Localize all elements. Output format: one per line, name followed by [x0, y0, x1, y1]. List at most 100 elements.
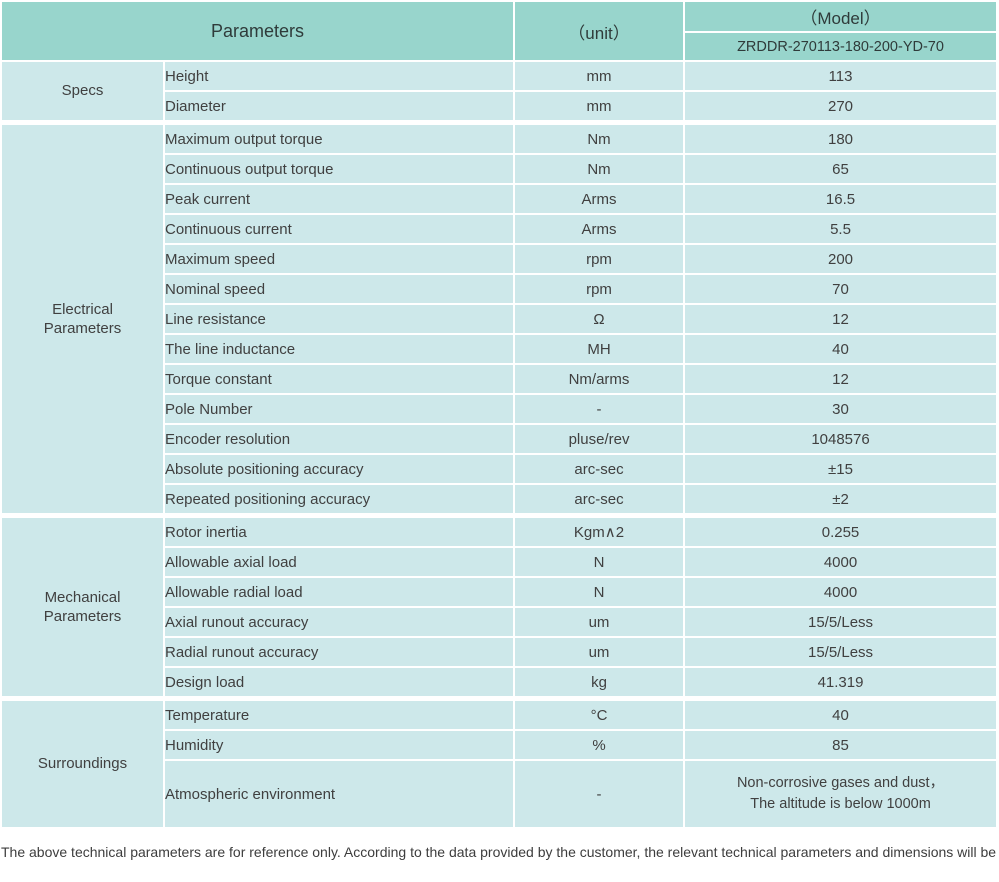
value-cell: 270	[683, 90, 999, 124]
unit-cell: mm	[513, 60, 686, 92]
table-row: Pole Number - 30	[1, 393, 999, 425]
table-header: Parameters （unit） （Model） ZRDDR-270113-1…	[0, 0, 999, 62]
param-name-cell: Height	[162, 60, 516, 92]
value-cell: 1048576	[683, 423, 999, 455]
table-row: Radial runout accuracy um 15/5/Less	[1, 636, 999, 668]
param-name-cell: Axial runout accuracy	[162, 606, 516, 638]
value-cell: Non-corrosive gases and dust， The altitu…	[683, 759, 999, 829]
param-name-cell: Allowable radial load	[162, 576, 516, 608]
table-row: Absolute positioning accuracy arc-sec ±1…	[1, 453, 999, 485]
spec-table: Parameters （unit） （Model） ZRDDR-270113-1…	[0, 0, 999, 829]
value-cell: 70	[683, 273, 999, 305]
unit-cell: pluse/rev	[513, 423, 686, 455]
group-cell-surroundings: Surroundings	[0, 696, 165, 829]
param-name-cell: Line resistance	[162, 303, 516, 335]
value-cell: 41.319	[683, 666, 999, 700]
table-row: Surroundings Temperature °C 40	[0, 696, 999, 829]
table-row: Torque constant Nm/arms 12	[1, 363, 999, 395]
unit-cell: °C	[513, 696, 686, 731]
param-name-cell: Absolute positioning accuracy	[162, 453, 516, 485]
table-row: Electrical Parameters Maximum output tor…	[0, 120, 999, 517]
table-row: The line inductance MH 40	[1, 333, 999, 365]
param-name-cell: Torque constant	[162, 363, 516, 395]
value-cell: 16.5	[683, 183, 999, 215]
unit-cell: Ω	[513, 303, 686, 335]
table-row: Peak current Arms 16.5	[1, 183, 999, 215]
param-name-cell: Radial runout accuracy	[162, 636, 516, 668]
param-name-cell: Maximum output torque	[162, 120, 516, 155]
param-name-cell: Nominal speed	[162, 273, 516, 305]
group-label: Mechanical Parameters	[43, 588, 122, 626]
table-row: Atmospheric environment - Non-corrosive …	[1, 759, 999, 829]
unit-cell: N	[513, 576, 686, 608]
value-cell: 40	[683, 333, 999, 365]
unit-cell: -	[513, 759, 686, 829]
param-name-cell: The line inductance	[162, 333, 516, 365]
table-row: Axial runout accuracy um 15/5/Less	[1, 606, 999, 638]
value-cell: 65	[683, 153, 999, 185]
value-cell: 5.5	[683, 213, 999, 245]
unit-cell: rpm	[513, 243, 686, 275]
table-row: Continuous output torque Nm 65	[1, 153, 999, 185]
value-cell: 4000	[683, 576, 999, 608]
param-name-cell: Maximum speed	[162, 243, 516, 275]
unit-cell: kg	[513, 666, 686, 700]
param-name-cell: Allowable axial load	[162, 546, 516, 578]
unit-cell: -	[513, 393, 686, 425]
header-parameters: Parameters	[0, 0, 516, 62]
header-model: （Model）	[683, 0, 999, 34]
value-cell: ±2	[683, 483, 999, 517]
unit-cell: um	[513, 636, 686, 668]
value-cell: 15/5/Less	[683, 636, 999, 668]
group-cell-electrical: Electrical Parameters	[0, 120, 165, 517]
value-cell: 180	[683, 120, 999, 155]
value-cell: ±15	[683, 453, 999, 485]
group-cell-specs: Specs	[0, 60, 165, 124]
table-row: Design load kg 41.319	[1, 666, 999, 700]
table-row: Continuous current Arms 5.5	[1, 213, 999, 245]
value-cell: 12	[683, 303, 999, 335]
table-row: Specs Height mm 113	[0, 60, 999, 124]
unit-cell: mm	[513, 90, 686, 124]
unit-cell: Nm	[513, 153, 686, 185]
unit-cell: rpm	[513, 273, 686, 305]
param-name-cell: Encoder resolution	[162, 423, 516, 455]
model-number: ZRDDR-270113-180-200-YD-70	[683, 31, 999, 62]
param-name-cell: Humidity	[162, 729, 516, 761]
unit-cell: Kgm∧2	[513, 513, 686, 548]
unit-cell: %	[513, 729, 686, 761]
table-row: Allowable axial load N 4000	[1, 546, 999, 578]
value-cell: 12	[683, 363, 999, 395]
unit-cell: Arms	[513, 213, 686, 245]
value-cell: 4000	[683, 546, 999, 578]
param-name-cell: Diameter	[162, 90, 516, 124]
unit-cell: N	[513, 546, 686, 578]
unit-cell: MH	[513, 333, 686, 365]
unit-cell: Arms	[513, 183, 686, 215]
value-cell: 30	[683, 393, 999, 425]
unit-cell: Nm	[513, 120, 686, 155]
table-row: Allowable radial load N 4000	[1, 576, 999, 608]
table-row: Nominal speed rpm 70	[1, 273, 999, 305]
group-label: Electrical Parameters	[43, 300, 122, 338]
value-cell: 113	[683, 60, 999, 92]
value-cell: 200	[683, 243, 999, 275]
table-row: Humidity % 85	[1, 729, 999, 761]
value-cell: 85	[683, 729, 999, 761]
header-unit: （unit）	[513, 0, 686, 62]
param-name-cell: Repeated positioning accuracy	[162, 483, 516, 517]
param-name-cell: Temperature	[162, 696, 516, 731]
group-label: Surroundings	[37, 755, 128, 773]
param-name-cell: Peak current	[162, 183, 516, 215]
param-name-cell: Continuous current	[162, 213, 516, 245]
value-cell: 15/5/Less	[683, 606, 999, 638]
group-label: Specs	[61, 82, 104, 100]
param-name-cell: Pole Number	[162, 393, 516, 425]
param-name-cell: Continuous output torque	[162, 153, 516, 185]
unit-cell: arc-sec	[513, 483, 686, 517]
value-cell: 0.255	[683, 513, 999, 548]
param-name-cell: Rotor inertia	[162, 513, 516, 548]
table-row: Maximum speed rpm 200	[1, 243, 999, 275]
table-row: Encoder resolution pluse/rev 1048576	[1, 423, 999, 455]
